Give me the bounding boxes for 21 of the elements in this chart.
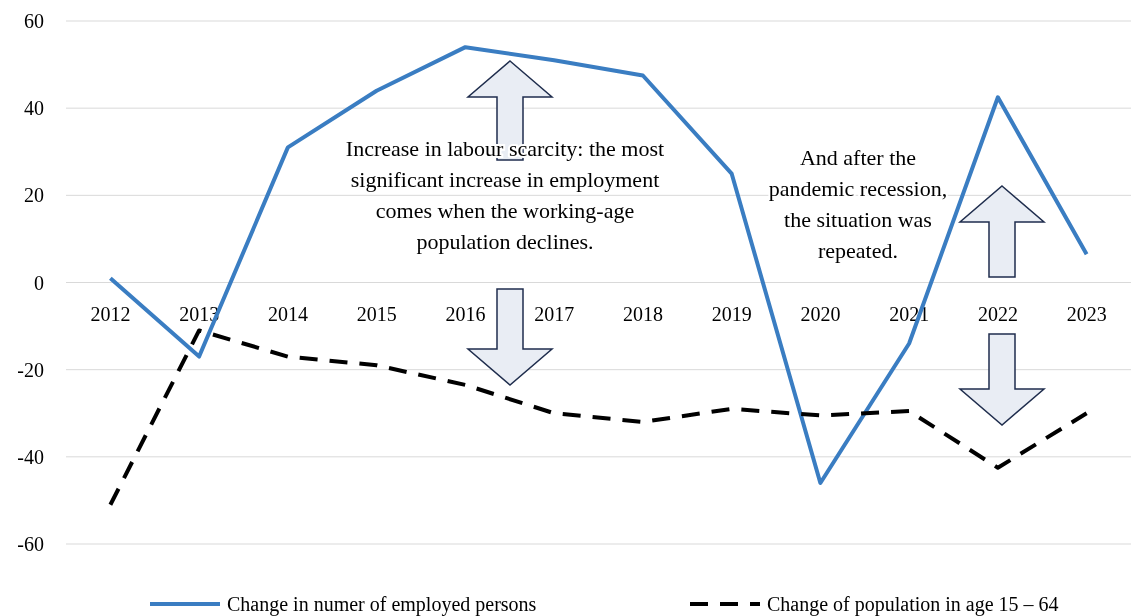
legend-label: Change of population in age 15 – 64 (767, 593, 1059, 616)
x-tick-label: 2017 (534, 302, 575, 325)
y-tick-label: 40 (24, 97, 44, 120)
x-tick-label: 2022 (977, 302, 1018, 325)
x-tick-label: 2019 (711, 302, 752, 325)
y-tick-label: 60 (24, 10, 44, 32)
y-tick-label: 20 (24, 184, 44, 207)
y-tick-label: -40 (17, 445, 44, 468)
legend-label: Change in numer of employed persons (227, 593, 537, 616)
x-tick-label: 2015 (356, 302, 397, 325)
x-tick-label: 2016 (445, 302, 486, 325)
x-tick-label: 2023 (1066, 302, 1107, 325)
y-tick-label: 0 (34, 271, 44, 294)
annotation: And after the pandemic recession, the situation was repeated. (768, 144, 948, 263)
x-tick-label: 2018 (622, 302, 663, 325)
y-tick-label: -60 (17, 533, 44, 555)
x-tick-label: 2012 (90, 302, 131, 325)
x-tick-label: 2014 (267, 302, 308, 325)
line-series (108, 328, 1089, 507)
y-tick-label: -20 (17, 358, 44, 381)
x-tick-label: 2020 (800, 302, 841, 325)
